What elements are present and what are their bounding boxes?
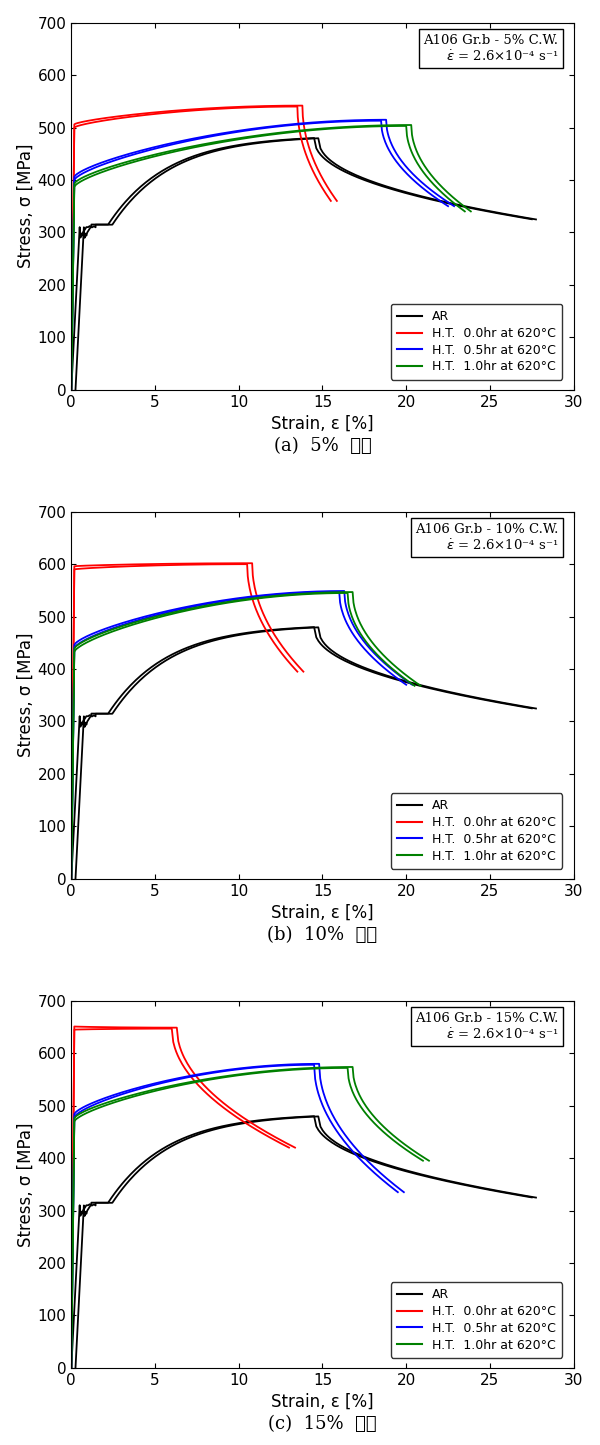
X-axis label: Strain, ε [%]: Strain, ε [%] [271,1393,374,1412]
Legend: AR, H.T.  0.0hr at 620°C, H.T.  0.5hr at 620°C, H.T.  1.0hr at 620°C: AR, H.T. 0.0hr at 620°C, H.T. 0.5hr at 6… [391,793,562,868]
Legend: AR, H.T.  0.0hr at 620°C, H.T.  0.5hr at 620°C, H.T.  1.0hr at 620°C: AR, H.T. 0.0hr at 620°C, H.T. 0.5hr at 6… [391,303,562,380]
X-axis label: Strain, ε [%]: Strain, ε [%] [271,905,374,922]
Y-axis label: Stress, σ [MPa]: Stress, σ [MPa] [17,144,35,269]
X-axis label: Strain, ε [%]: Strain, ε [%] [271,415,374,434]
Text: A106 Gr.b - 10% C.W.
$\dot{\varepsilon}$ = 2.6×10⁻⁴ s⁻¹: A106 Gr.b - 10% C.W. $\dot{\varepsilon}$… [415,523,559,552]
Text: (b)  10%  변형: (b) 10% 변형 [268,926,377,945]
Legend: AR, H.T.  0.0hr at 620°C, H.T.  0.5hr at 620°C, H.T.  1.0hr at 620°C: AR, H.T. 0.0hr at 620°C, H.T. 0.5hr at 6… [391,1282,562,1358]
Text: A106 Gr.b - 15% C.W.
$\dot{\varepsilon}$ = 2.6×10⁻⁴ s⁻¹: A106 Gr.b - 15% C.W. $\dot{\varepsilon}$… [415,1011,559,1042]
Text: A106 Gr.b - 5% C.W.
$\dot{\varepsilon}$ = 2.6×10⁻⁴ s⁻¹: A106 Gr.b - 5% C.W. $\dot{\varepsilon}$ … [424,33,559,64]
Y-axis label: Stress, σ [MPa]: Stress, σ [MPa] [17,633,35,757]
Text: (a)  5%  변형: (a) 5% 변형 [274,438,371,455]
Text: (c)  15%  변형: (c) 15% 변형 [268,1416,377,1433]
Y-axis label: Stress, σ [MPa]: Stress, σ [MPa] [17,1123,35,1247]
